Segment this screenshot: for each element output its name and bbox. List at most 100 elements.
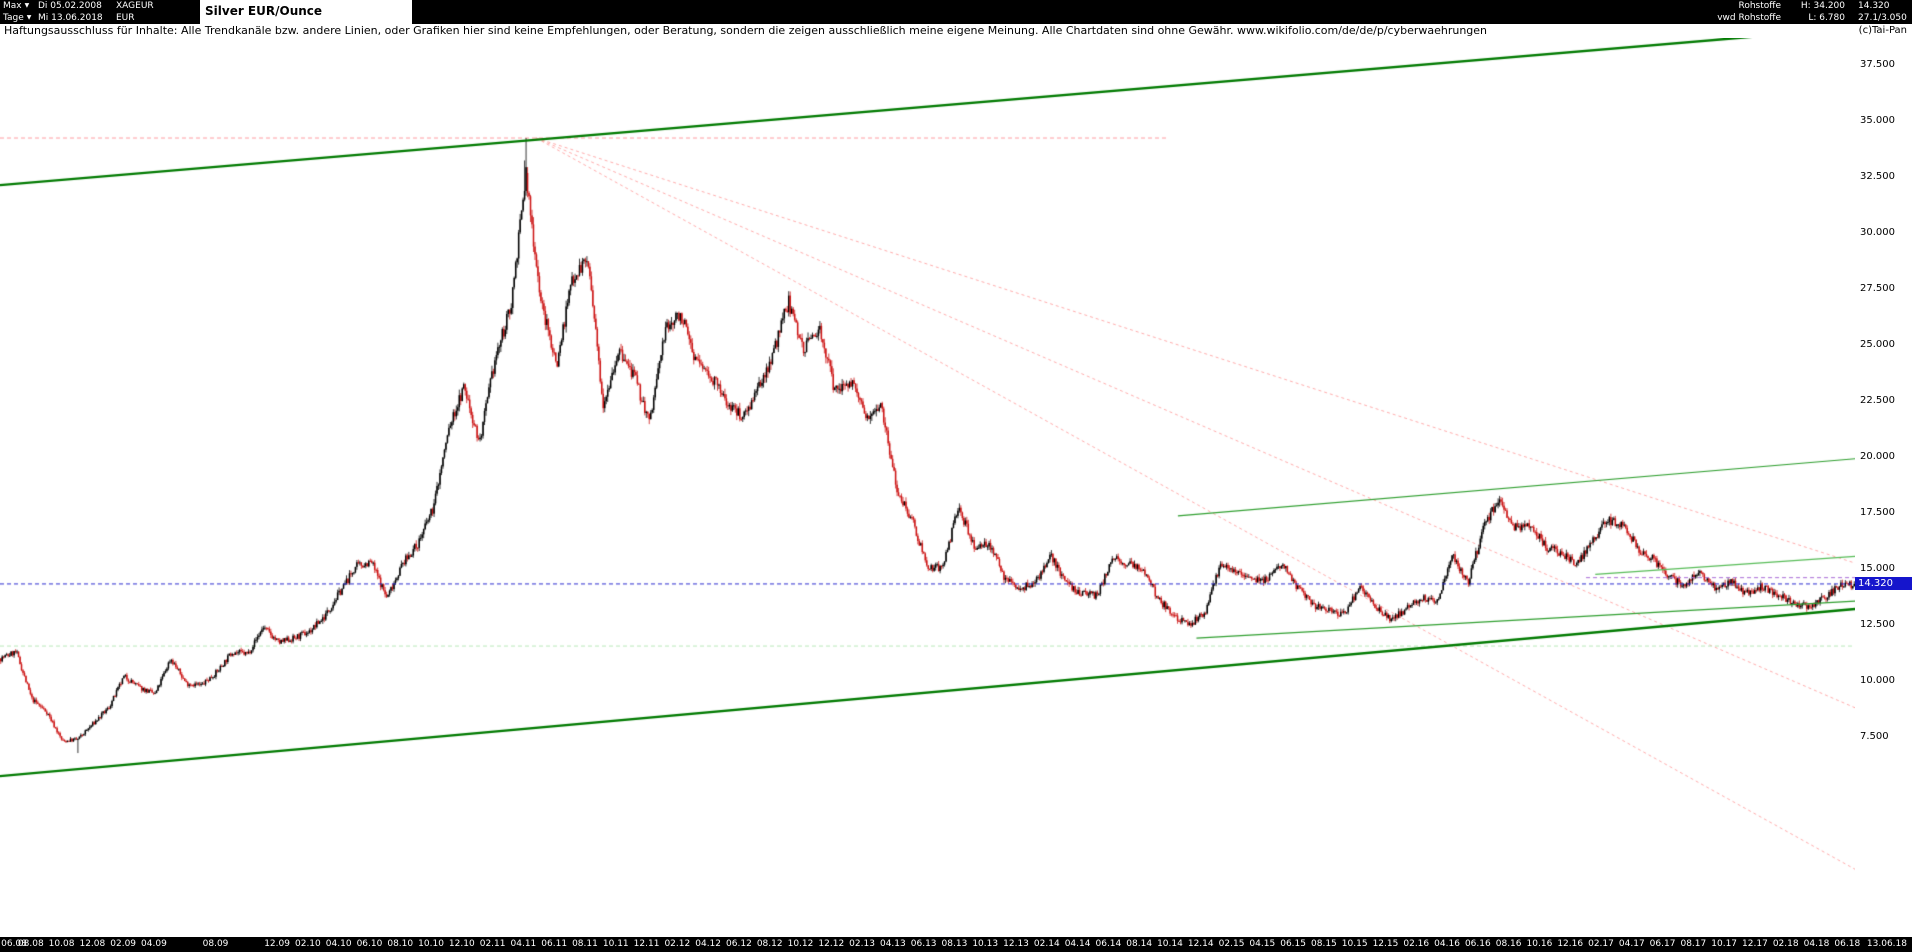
x-axis-tick: 12.13	[1003, 939, 1029, 949]
chart-title-text: Silver EUR/Ounce	[205, 4, 323, 18]
x-axis-tick: 02.17	[1588, 939, 1614, 949]
y-axis-tick: 12.500	[1860, 619, 1895, 631]
x-axis-tick: 06.13	[910, 939, 937, 949]
x-axis-tick: 02.11	[479, 939, 506, 949]
taipan-copyright: (c)Tai-Pan	[1858, 25, 1907, 36]
wikifolio-link[interactable]: www.wikifolio.com/de/de/p/cyberwaehrunge…	[1237, 24, 1488, 37]
x-axis-tick: 08.10	[387, 939, 414, 949]
x-axis-tick: 12.15	[1372, 939, 1399, 949]
range-dropdown-label: Max	[3, 1, 22, 11]
x-axis-tick: 04.12	[695, 939, 722, 949]
time-axis: 13.06.18 06.08 08.08 10.08 12.08 02.09 04.09 0…	[0, 937, 1912, 952]
x-axis-tick: 06.18	[1834, 939, 1861, 949]
x-axis-tick: 04.17	[1618, 939, 1645, 949]
x-axis-tick: 08.17	[1680, 939, 1707, 949]
x-axis-tick: 08.13	[941, 939, 968, 949]
x-axis-tick: 06.10	[356, 939, 383, 949]
x-axis-tick: 04.14	[1064, 939, 1091, 949]
y-axis-tick: 15.000	[1860, 563, 1895, 575]
x-axis-tick: 02.18	[1772, 939, 1799, 949]
period-low-value: L: 6.780	[1808, 13, 1845, 23]
x-axis-tick: 12.14	[1187, 939, 1214, 949]
x-axis-tick: 08.15	[1311, 939, 1337, 949]
x-axis-tick: 10.16	[1526, 939, 1553, 949]
x-axis-tick: 02.14	[1033, 939, 1060, 949]
y-axis-tick: 20.000	[1860, 451, 1895, 463]
disclaimer-bar: Haftungsausschluss für Inhalte: Alle Tre…	[0, 24, 1912, 38]
x-axis-tick: 08.14	[1126, 939, 1153, 949]
x-axis-tick: 06.12	[726, 939, 752, 949]
currency-label: EUR	[116, 13, 135, 23]
y-axis-tick: 22.500	[1860, 394, 1895, 406]
x-axis-tick: 04.13	[879, 939, 906, 949]
y-axis-tick: 25.000	[1860, 338, 1895, 350]
x-axis-tick: 10.17	[1711, 939, 1738, 949]
symbol-label: XAGEUR	[116, 1, 154, 11]
start-date-field[interactable]: Di 05.02.2008	[38, 1, 102, 11]
x-axis-tick: 12.10	[448, 939, 475, 949]
category-label: Rohstoffe	[1738, 1, 1781, 11]
price-axis: 37.500 35.000 32.500 30.000 27.500 25.000 22.5…	[1855, 38, 1912, 937]
x-axis-tick: 12.11	[633, 939, 660, 949]
chart-title: Silver EUR/Ounce	[200, 0, 413, 24]
x-axis-tick: 08.11	[572, 939, 598, 949]
last-date-label: 13.06.18	[1866, 939, 1907, 949]
y-axis-tick: 27.500	[1860, 282, 1895, 294]
y-axis-tick: 30.000	[1860, 226, 1895, 238]
x-axis-tick: 06.11	[541, 939, 568, 949]
x-axis-tick: 02.12	[664, 939, 691, 949]
y-axis-tick: 10.000	[1860, 675, 1895, 687]
x-axis-tick: 10.08	[48, 939, 75, 949]
x-axis-tick: 10.12	[787, 939, 814, 949]
x-axis-tick: 10.15	[1341, 939, 1368, 949]
caret-down-icon: ▼	[26, 14, 32, 21]
x-axis-tick: 12.09	[264, 939, 290, 949]
y-axis-tick: 35.000	[1860, 114, 1895, 126]
period-dropdown-label: Tage	[3, 13, 24, 23]
x-axis-tick: 02.16	[1403, 939, 1430, 949]
last-price-badge: 14.320	[1855, 577, 1912, 591]
y-axis-tick: 7.500	[1860, 731, 1889, 743]
x-axis-tick: 12.17	[1742, 939, 1768, 949]
period-dropdown[interactable]: Tage ▼	[0, 12, 38, 24]
x-axis-tick: 02.13	[849, 939, 875, 949]
x-axis-tick: 04.11	[510, 939, 537, 949]
x-axis-tick: 08.09	[202, 939, 229, 949]
x-axis-tick: 06.17	[1649, 939, 1676, 949]
x-axis-tick: 12.12	[818, 939, 845, 949]
x-axis-tick: 04.18	[1803, 939, 1830, 949]
toolbar-spacer	[412, 0, 1685, 24]
x-axis-tick: 08.08	[17, 939, 44, 949]
x-axis-tick: 04.15	[1249, 939, 1276, 949]
x-axis-tick: 12.08	[79, 939, 106, 949]
end-date-field[interactable]: Mi 13.06.2018	[38, 13, 103, 23]
price-chart-canvas[interactable]	[0, 38, 1855, 937]
x-axis-tick: 02.15	[1218, 939, 1245, 949]
period-high-value: H: 34.200	[1800, 1, 1845, 11]
disclaimer-text: Haftungsausschluss für Inhalte: Alle Tre…	[4, 24, 1234, 37]
last-value: 14.320	[1858, 1, 1890, 11]
chart-settings: Max ▼ Di 05.02.2008 XAGEUR Tage ▼ Mi 13.…	[0, 0, 200, 24]
x-axis-tick: 02.09	[110, 939, 137, 949]
top-toolbar: Max ▼ Di 05.02.2008 XAGEUR Tage ▼ Mi 13.…	[0, 0, 1912, 24]
x-axis-tick: 10.11	[602, 939, 629, 949]
x-axis-tick: 04.16	[1434, 939, 1460, 949]
y-axis-tick: 17.500	[1860, 507, 1895, 519]
x-axis-tick: 04.10	[325, 939, 352, 949]
x-axis-tick: 02.10	[294, 939, 321, 949]
range-dropdown[interactable]: Max ▼	[0, 0, 38, 12]
feed-label: vwd Rohstoffe	[1717, 13, 1781, 23]
x-axis-tick: 08.12	[756, 939, 783, 949]
x-axis-tick: 06.15	[1280, 939, 1306, 949]
x-axis-tick: 08.16	[1495, 939, 1522, 949]
x-axis-tick: 12.16	[1557, 939, 1584, 949]
x-axis-tick: 10.10	[418, 939, 444, 949]
x-axis-tick: 06.08	[1, 939, 27, 949]
y-axis-tick: 37.500	[1860, 58, 1895, 70]
x-axis-tick: 06.14	[1095, 939, 1122, 949]
x-axis-tick: 06.16	[1464, 939, 1491, 949]
caret-down-icon: ▼	[24, 2, 30, 9]
x-axis-tick: 04.09	[141, 939, 167, 949]
y-axis-tick: 32.500	[1860, 170, 1895, 182]
